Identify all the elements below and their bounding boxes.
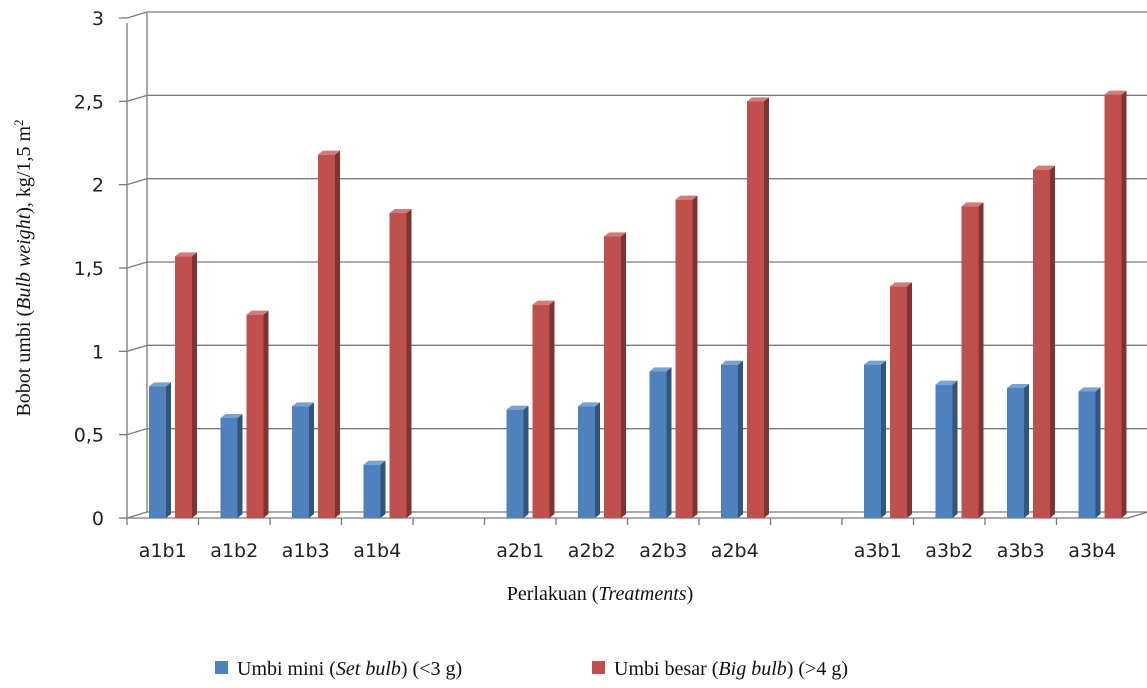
bar-big-bulb-a3b4 (1104, 90, 1127, 519)
legend-label-big-bulb: Umbi besar (Big bulb) (>4 g) (614, 658, 848, 680)
gridline-side (126, 428, 148, 436)
legend-swatch-big-bulb (592, 661, 605, 674)
x-tick-label-a3b3: a3b3 (997, 540, 1045, 562)
bar-big-bulb-a1b3 (318, 150, 340, 518)
x-tick-label-a1b3: a1b3 (282, 540, 330, 562)
gridline-side (126, 94, 148, 102)
bar-big-bulb-a2b1 (532, 300, 555, 518)
x-tick-label-a1b1: a1b1 (139, 540, 187, 562)
bar-set-bulb-a2b3 (649, 367, 672, 518)
gridline-side (126, 11, 148, 19)
gridline-side (126, 511, 148, 519)
y-tick-label: 1 (92, 341, 104, 363)
x-tick-label-a2b3: a2b3 (639, 540, 687, 562)
bar-big-bulb-a1b4 (389, 209, 412, 518)
y-tick-label: 2 (92, 175, 104, 197)
gridline-side (126, 178, 148, 186)
y-tick-labels: 0 0,5 1 1,5 2 2,5 3 (74, 8, 104, 530)
bar-set-bulb-a3b1 (864, 360, 886, 518)
y-tick-label: 0 (92, 508, 104, 530)
legend: Umbi mini (Set bulb) (<3 g) Umbi besar (… (215, 658, 848, 680)
y-tick-label: 3 (92, 8, 104, 30)
bar-big-bulb-a3b3 (1033, 165, 1055, 518)
bar-set-bulb-a2b1 (506, 405, 529, 518)
y-tick-label: 2,5 (74, 91, 104, 113)
bar-set-bulb-a3b3 (1007, 384, 1029, 518)
bar-big-bulb-a1b1 (175, 252, 197, 519)
gridlines (119, 11, 1147, 525)
x-tick-label-a3b2: a3b2 (925, 540, 973, 562)
legend-swatch-set-bulb (215, 661, 228, 674)
x-tick-labels: a1b1 a1b2 a1b3 a1b4 a2b1 a2b2 a2b3 a2b4 a3b1 a3b2… (139, 540, 1116, 562)
x-tick-label-a2b4: a2b4 (711, 540, 759, 562)
bar-big-bulb-a3b1 (890, 282, 912, 518)
gridline-side (126, 344, 148, 352)
bar-set-bulb-a3b2 (935, 380, 958, 518)
floor-edge (1127, 511, 1147, 519)
bar-big-bulb-a3b2 (961, 202, 984, 519)
bar-set-bulb-a2b4 (721, 360, 743, 518)
x-tick-label-a3b4: a3b4 (1068, 540, 1116, 562)
x-tick-label-a3b1: a3b1 (854, 540, 902, 562)
bar-big-bulb-a1b2 (246, 310, 269, 518)
gridline-side (126, 261, 148, 269)
x-tick-label-a2b1: a2b1 (496, 540, 544, 562)
bar-set-bulb-a1b1 (149, 382, 171, 518)
legend-label-set-bulb: Umbi mini (Set bulb) (<3 g) (237, 658, 462, 680)
bar-big-bulb-a2b3 (675, 195, 698, 518)
x-tick-label-a1b2: a1b2 (210, 540, 258, 562)
bars (149, 90, 1127, 519)
y-tick-label: 1,5 (74, 258, 104, 280)
bar-set-bulb-a1b3 (292, 402, 314, 518)
x-tick-label-a1b4: a1b4 (353, 540, 401, 562)
bar-big-bulb-a2b2 (604, 232, 626, 519)
bar-set-bulb-a3b4 (1078, 387, 1101, 518)
x-axis-title: Perlakuan (Treatments) (507, 583, 693, 605)
y-tick-label: 0,5 (74, 425, 104, 447)
bar-set-bulb-a1b4 (363, 460, 386, 518)
bar-big-bulb-a2b4 (747, 97, 769, 518)
bar-set-bulb-a1b2 (220, 414, 243, 518)
bar-set-bulb-a2b2 (578, 402, 600, 518)
x-tick-label-a2b2: a2b2 (568, 540, 616, 562)
y-axis-title: Bobot umbi (Bulb weight), kg/1,5 m2 (11, 119, 36, 416)
